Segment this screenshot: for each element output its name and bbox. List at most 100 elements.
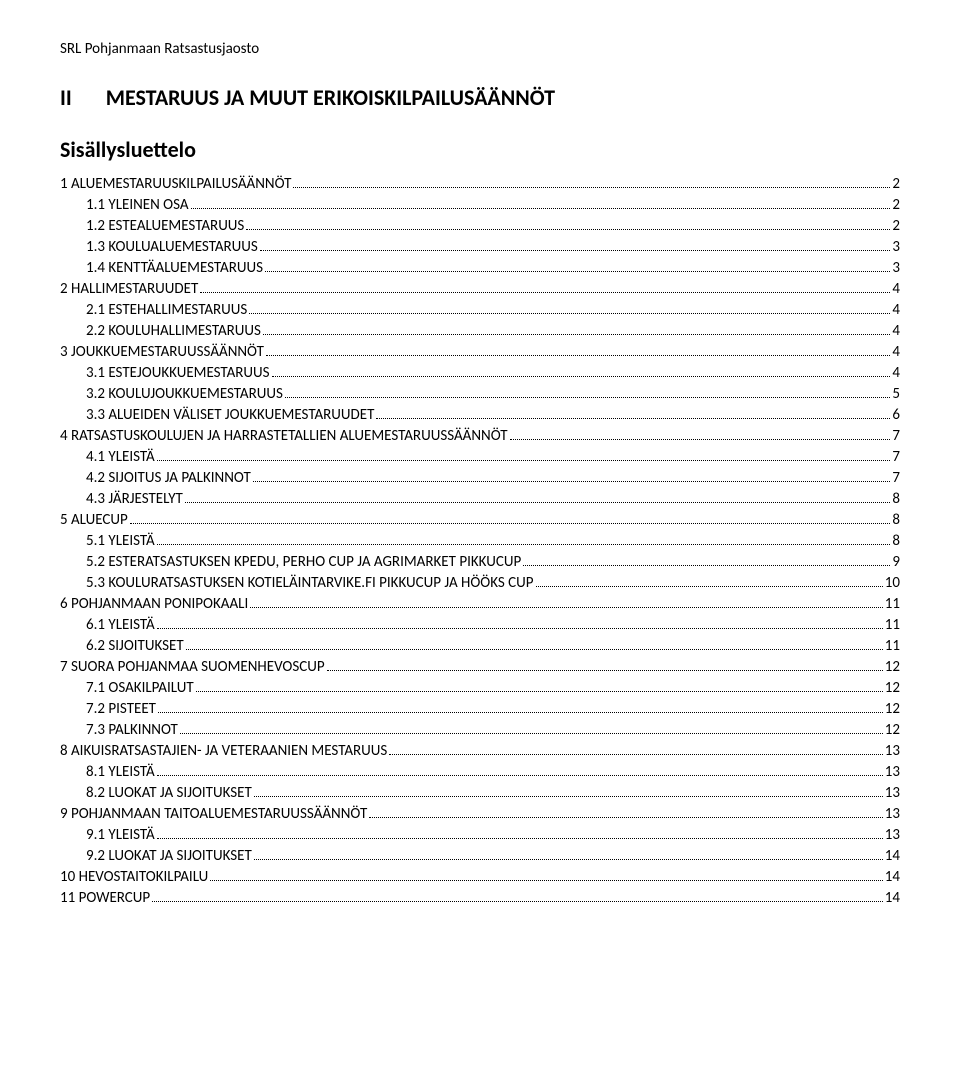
toc-entry: 3.3 ALUEIDEN VÄLISET JOUKKUEMESTARUUDET6 <box>60 406 900 426</box>
toc-entry: 9.1 YLEISTÄ13 <box>60 826 900 846</box>
toc-entry-page: 8 <box>892 511 900 531</box>
toc-leader-dots <box>157 460 891 461</box>
toc-entry-label: 5.2 ESTERATSASTUKSEN KPEDU, PERHO CUP JA… <box>86 553 521 573</box>
toc-entry-page: 2 <box>892 196 900 216</box>
toc-entry: 2 HALLIMESTARUUDET4 <box>60 280 900 300</box>
toc-entry-label: 7.3 PALKINNOT <box>86 721 178 741</box>
toc-entry-label: 9.2 LUOKAT JA SIJOITUKSET <box>86 847 252 867</box>
toc-entry-label: 8 AIKUISRATSASTAJIEN- JA VETERAANIEN MES… <box>60 742 387 762</box>
toc-entry-label: 9 POHJANMAAN TAITOALUEMESTARUUSSÄÄNNÖT <box>60 805 367 825</box>
toc-entry-page: 12 <box>885 700 900 720</box>
toc-leader-dots <box>210 880 882 881</box>
toc-entry-label: 2.2 KOULUHALLIMESTARUUS <box>86 322 261 342</box>
toc-entry-page: 5 <box>892 385 900 405</box>
toc-entry-page: 11 <box>885 616 900 636</box>
toc-entry-label: 6.1 YLEISTÄ <box>86 616 155 636</box>
toc-entry-page: 8 <box>892 490 900 510</box>
toc-entry-label: 4.1 YLEISTÄ <box>86 448 155 468</box>
toc-entry-label: 6.2 SIJOITUKSET <box>86 637 184 657</box>
toc-entry: 8.1 YLEISTÄ13 <box>60 763 900 783</box>
toc-entry-label: 1.3 KOULUALUEMESTARUUS <box>86 238 258 258</box>
toc-entry-label: 4 RATSASTUSKOULUJEN JA HARRASTETALLIEN A… <box>60 427 508 447</box>
toc-entry-page: 13 <box>885 805 900 825</box>
toc-leader-dots <box>196 691 883 692</box>
toc-entry: 11 POWERCUP 14 <box>60 889 900 909</box>
toc-leader-dots <box>157 628 883 629</box>
toc-entry: 4.1 YLEISTÄ7 <box>60 448 900 468</box>
toc-entry-label: 7.1 OSAKILPAILUT <box>86 679 194 699</box>
toc-entry-label: 11 POWERCUP <box>60 889 150 909</box>
toc-entry: 3.2 KOULUJOUKKUEMESTARUUS5 <box>60 385 900 405</box>
toc-leader-dots <box>180 733 883 734</box>
toc-leader-dots <box>263 334 890 335</box>
toc-entry-page: 4 <box>892 364 900 384</box>
toc-entry-label: 1 ALUEMESTARUUSKILPAILUSÄÄNNÖT <box>60 175 291 195</box>
toc-entry-page: 7 <box>892 469 900 489</box>
toc-entry-page: 12 <box>885 658 900 678</box>
toc-leader-dots <box>260 250 891 251</box>
toc-entry-label: 7 SUORA POHJANMAA SUOMENHEVOSCUP <box>60 658 325 678</box>
doc-title: II MESTARUUS JA MUUT ERIKOISKILPAILUSÄÄN… <box>60 84 900 113</box>
toc-entry: 2.1 ESTEHALLIMESTARUUS4 <box>60 301 900 321</box>
toc-entry-label: 3.1 ESTEJOUKKUEMESTARUUS <box>86 364 270 384</box>
toc-leader-dots <box>285 397 891 398</box>
toc-leader-dots <box>389 754 882 755</box>
toc-entry: 1.2 ESTEALUEMESTARUUS2 <box>60 217 900 237</box>
toc-entry: 5.2 ESTERATSASTUKSEN KPEDU, PERHO CUP JA… <box>60 553 900 573</box>
toc-entry-label: 4.2 SIJOITUS JA PALKINNOT <box>86 469 251 489</box>
table-of-contents: 1 ALUEMESTARUUSKILPAILUSÄÄNNÖT21.1 YLEIN… <box>60 175 900 909</box>
toc-leader-dots <box>536 586 883 587</box>
toc-entry: 2.2 KOULUHALLIMESTARUUS 4 <box>60 322 900 342</box>
toc-leader-dots <box>523 565 890 566</box>
toc-entry-page: 4 <box>892 322 900 342</box>
toc-leader-dots <box>510 439 891 440</box>
toc-leader-dots <box>265 271 890 272</box>
toc-entry: 8.2 LUOKAT JA SIJOITUKSET13 <box>60 784 900 804</box>
toc-entry: 9.2 LUOKAT JA SIJOITUKSET 14 <box>60 847 900 867</box>
toc-entry: 9 POHJANMAAN TAITOALUEMESTARUUSSÄÄNNÖT 13 <box>60 805 900 825</box>
toc-entry-page: 7 <box>892 427 900 447</box>
toc-leader-dots <box>185 502 891 503</box>
doc-header: SRL Pohjanmaan Ratsastusjaosto <box>60 40 900 60</box>
toc-entry-page: 13 <box>885 742 900 762</box>
toc-leader-dots <box>157 775 883 776</box>
toc-entry-page: 14 <box>885 847 900 867</box>
toc-entry-label: 5 ALUECUP <box>60 511 128 531</box>
toc-entry: 6 POHJANMAAN PONIPOKAALI 11 <box>60 595 900 615</box>
toc-entry-page: 6 <box>892 406 900 426</box>
title-text: MESTARUUS JA MUUT ERIKOISKILPAILUSÄÄNNÖT <box>106 84 555 113</box>
toc-entry-page: 2 <box>892 217 900 237</box>
toc-leader-dots <box>266 355 890 356</box>
toc-leader-dots <box>293 187 890 188</box>
toc-entry: 1.3 KOULUALUEMESTARUUS3 <box>60 238 900 258</box>
toc-entry-label: 3 JOUKKUEMESTARUUSSÄÄNNÖT <box>60 343 264 363</box>
toc-entry: 7.2 PISTEET 12 <box>60 700 900 720</box>
toc-entry-label: 8.2 LUOKAT JA SIJOITUKSET <box>86 784 252 804</box>
toc-leader-dots <box>186 649 883 650</box>
toc-entry-page: 4 <box>892 343 900 363</box>
toc-entry: 5.3 KOULURATSASTUKSEN KOTIELÄINTARVIKE.F… <box>60 574 900 594</box>
toc-entry-page: 9 <box>892 553 900 573</box>
toc-leader-dots <box>200 292 890 293</box>
toc-entry: 10 HEVOSTAITOKILPAILU14 <box>60 868 900 888</box>
toc-entry-page: 11 <box>885 595 900 615</box>
toc-leader-dots <box>327 670 883 671</box>
toc-entry-label: 6 POHJANMAAN PONIPOKAALI <box>60 595 248 615</box>
toc-entry-label: 7.2 PISTEET <box>86 700 156 720</box>
toc-entry: 5.1 YLEISTÄ8 <box>60 532 900 552</box>
toc-entry-page: 3 <box>892 259 900 279</box>
toc-entry: 6.1 YLEISTÄ 11 <box>60 616 900 636</box>
toc-entry: 4.2 SIJOITUS JA PALKINNOT 7 <box>60 469 900 489</box>
toc-entry-page: 14 <box>885 889 900 909</box>
toc-entry-page: 10 <box>885 574 900 594</box>
toc-entry: 8 AIKUISRATSASTAJIEN- JA VETERAANIEN MES… <box>60 742 900 762</box>
toc-entry: 5 ALUECUP 8 <box>60 511 900 531</box>
toc-leader-dots <box>191 208 891 209</box>
toc-leader-dots <box>369 817 883 818</box>
toc-entry: 1 ALUEMESTARUUSKILPAILUSÄÄNNÖT2 <box>60 175 900 195</box>
toc-leader-dots <box>158 712 883 713</box>
toc-entry: 7.1 OSAKILPAILUT12 <box>60 679 900 699</box>
toc-entry-page: 14 <box>885 868 900 888</box>
toc-leader-dots <box>272 376 891 377</box>
toc-entry-label: 2 HALLIMESTARUUDET <box>60 280 198 300</box>
